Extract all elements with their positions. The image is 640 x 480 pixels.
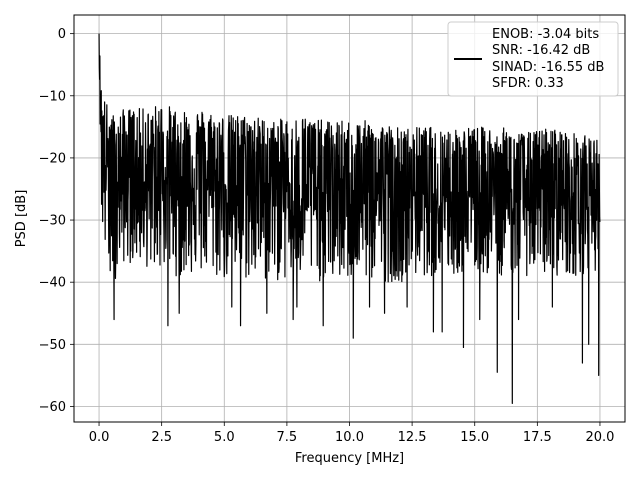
x-tick-label: 0.0 [89,430,110,445]
y-axis: 0 −10 −20 −30 −40 −50 −60 [39,27,74,415]
legend-box [447,21,619,97]
x-tick-label: 2.5 [151,430,172,445]
legend-entry-snr: SNR: -16.42 dB [492,43,590,58]
x-tick-label: 5.0 [214,430,235,445]
x-tick-label: 12.5 [398,430,427,445]
y-tick-label: −40 [39,276,66,291]
y-tick-label: −60 [39,400,66,415]
x-axis: 0.0 2.5 5.0 7.5 10.0 12.5 15.0 17.5 20.0 [89,422,614,445]
y-tick-label: −20 [39,151,66,166]
x-tick-label: 15.0 [460,430,489,445]
data-layer [98,33,601,404]
y-tick-label: −10 [39,89,66,104]
legend-entry-sinad: SINAD: -16.55 dB [492,60,604,75]
y-tick-label: −30 [39,214,66,229]
psd-series-line [98,33,601,404]
legend-entry-sfdr: SFDR: 0.33 [492,76,564,91]
x-tick-label: 7.5 [277,430,298,445]
x-tick-label: 10.0 [335,430,364,445]
x-tick-label: 20.0 [585,430,614,445]
legend-entry-enob: ENOB: -3.04 bits [492,27,599,42]
x-tick-label: 17.5 [523,430,552,445]
y-tick-label: 0 [58,27,66,42]
y-tick-label: −50 [39,338,66,353]
x-axis-label: Frequency [MHz] [295,451,404,466]
y-axis-label: PSD [dB] [14,190,29,248]
legend: ENOB: -3.04 bits SNR: -16.42 dB SINAD: -… [447,21,619,97]
